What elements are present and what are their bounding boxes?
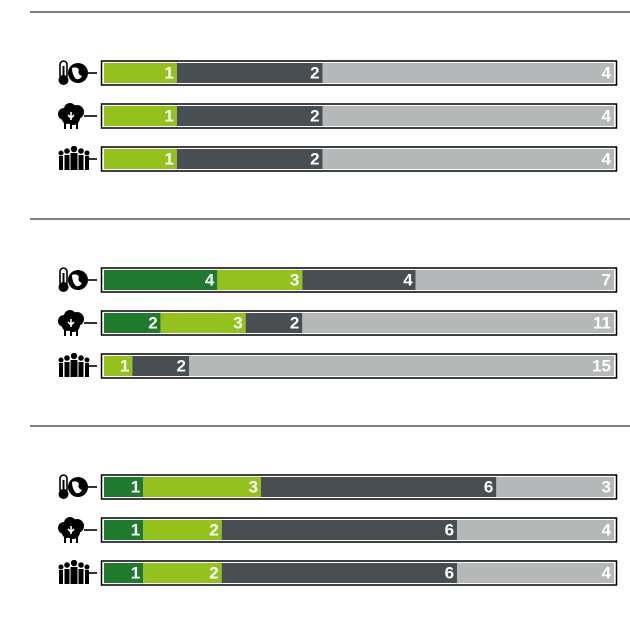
segment-label: 1 [131,477,140,496]
row-icon [56,517,99,543]
segment-label: 7 [602,270,611,289]
bar-segment [302,313,614,333]
segment-label: 1 [131,563,140,582]
bar-segment [176,63,323,83]
segment-label: 1 [164,149,173,168]
bar-segment [143,477,261,497]
segment-label: 1 [164,63,173,82]
bar-segment [415,270,614,290]
segment-label: 2 [310,149,319,168]
segment-label: 4 [602,106,612,125]
segment-label: 3 [248,477,257,496]
row-icon [57,560,99,586]
segment-label: 4 [602,563,612,582]
segment-label: 4 [403,270,413,289]
segment-label: 15 [592,356,611,375]
segment-label: 4 [602,149,612,168]
bar-segment [104,520,144,540]
bar-segment [176,149,323,169]
segment-label: 2 [148,313,157,332]
bar-segment [104,270,218,290]
segment-label: 6 [445,520,454,539]
bar-segment [217,270,303,290]
segment-label: 2 [209,563,218,582]
segment-label: 4 [205,270,215,289]
segment-label: 3 [602,477,611,496]
bar-segment [302,270,416,290]
segment-label: 2 [209,520,218,539]
row-icon [57,146,99,172]
bar-segment [104,563,144,583]
bar-segment [221,520,458,540]
segment-label: 3 [233,313,242,332]
bar-segment [132,356,189,376]
segment-label: 2 [177,356,186,375]
bar-segment [104,149,177,169]
segment-label: 6 [484,477,493,496]
bar-segment [322,149,614,169]
bar-segment [245,313,303,333]
segment-label: 1 [131,520,140,539]
segment-label: 3 [290,270,299,289]
bar-segment [496,477,614,497]
bar-segment [457,520,614,540]
segment-label: 1 [120,356,129,375]
segment-label: 4 [602,520,612,539]
bar-segment [104,313,161,333]
bar-segment [104,106,177,126]
segment-label: 1 [164,106,173,125]
segment-label: 6 [445,563,454,582]
bar-segment [143,563,222,583]
row-icon [57,60,99,86]
row-icon [57,267,99,293]
bar-segment [189,356,614,376]
bar-segment [104,356,133,376]
bar-segment [322,63,614,83]
bar-segment [457,563,614,583]
segment-label: 2 [290,313,299,332]
row-icon [57,353,99,379]
bar-segment [322,106,614,126]
bar-segment [160,313,246,333]
bar-segment [260,477,497,497]
bar-segment [104,477,144,497]
bar-segment [176,106,323,126]
segment-label: 4 [602,63,612,82]
bar-segment [143,520,222,540]
row-icon [56,103,99,129]
segment-label: 2 [310,106,319,125]
segment-label: 2 [310,63,319,82]
bar-segment [221,563,458,583]
row-icon [57,474,99,500]
segment-label: 11 [593,313,611,332]
bar-segment [104,63,177,83]
row-icon [56,310,99,336]
